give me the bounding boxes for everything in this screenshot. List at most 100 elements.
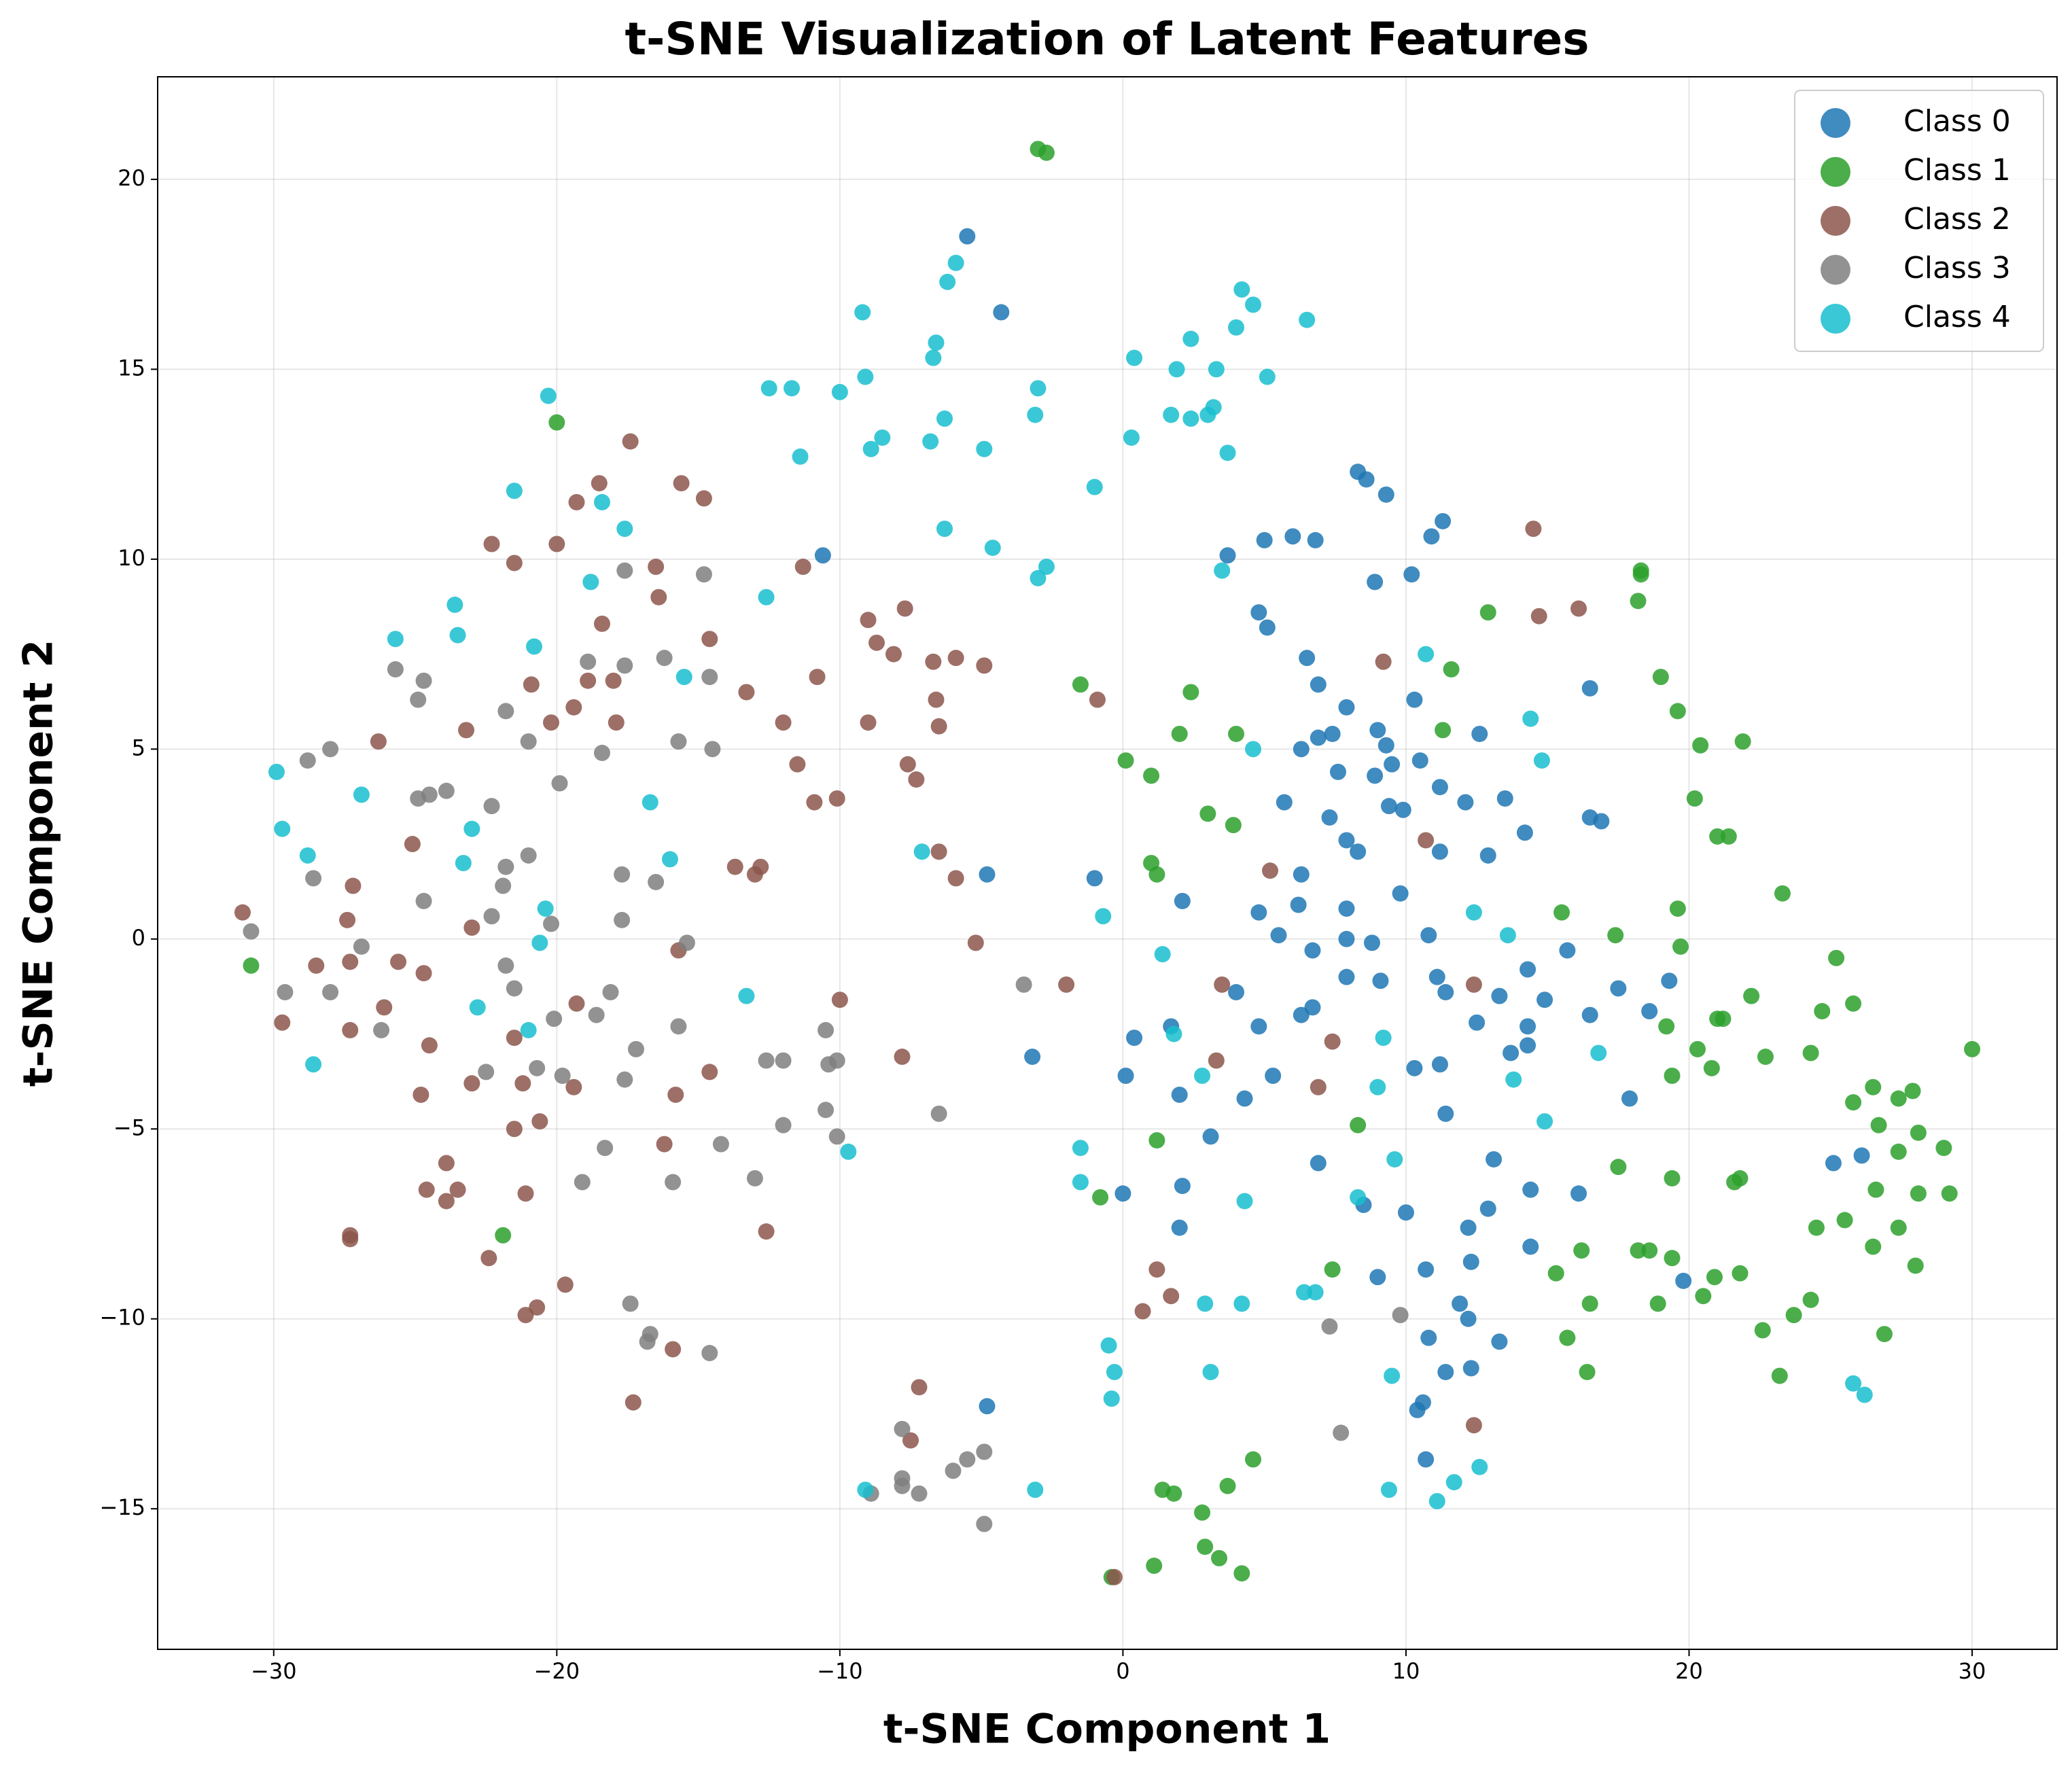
scatter-point — [945, 1462, 962, 1479]
scatter-point — [542, 714, 559, 731]
scatter-point — [1245, 741, 1262, 758]
scatter-point — [1030, 380, 1047, 397]
scatter-point — [1570, 1185, 1587, 1202]
scatter-point — [410, 691, 427, 708]
scatter-point — [1304, 942, 1321, 959]
scatter-point — [1236, 1193, 1253, 1210]
scatter-point — [1853, 1147, 1870, 1164]
scatter-point — [1870, 1117, 1887, 1134]
scatter-point — [1469, 1014, 1486, 1031]
scatter-point — [1845, 1375, 1862, 1392]
scatter-point — [1418, 832, 1435, 849]
scatter-point — [614, 911, 631, 928]
scatter-point — [976, 1443, 993, 1460]
scatter-point — [922, 433, 939, 450]
legend: Class 0 Class 1 Class 2 Class 3 Class 4 — [1794, 90, 2044, 352]
scatter-point — [1641, 1242, 1658, 1259]
scatter-point — [1581, 1295, 1598, 1312]
scatter-point — [1197, 1295, 1214, 1312]
scatter-point — [548, 536, 565, 552]
scatter-point — [1245, 1451, 1262, 1468]
scatter-point — [1465, 904, 1482, 921]
scatter-point — [520, 847, 537, 864]
y-tick-label: −15 — [99, 1494, 145, 1520]
scatter-point — [925, 349, 942, 366]
scatter-point — [809, 669, 826, 686]
scatter-point — [274, 820, 291, 837]
scatter-point — [1233, 1295, 1250, 1312]
scatter-point — [1664, 1250, 1681, 1267]
scatter-point — [1525, 521, 1542, 538]
scatter-point — [760, 380, 777, 397]
scatter-point — [1250, 604, 1267, 621]
scatter-point — [1491, 1333, 1508, 1350]
scatter-point — [608, 714, 625, 731]
scatter-point — [1828, 949, 1845, 966]
scatter-point — [1369, 1078, 1386, 1095]
scatter-point — [1307, 531, 1324, 548]
scatter-point — [523, 676, 540, 693]
scatter-point — [1038, 559, 1055, 576]
scatter-point — [616, 562, 633, 579]
scatter-point — [678, 934, 695, 951]
scatter-point — [517, 1307, 534, 1324]
scatter-point — [1086, 478, 1103, 495]
scatter-point — [1890, 1090, 1907, 1107]
scatter-point — [497, 858, 514, 875]
scatter-point — [1726, 1174, 1743, 1191]
scatter-point — [1503, 1045, 1520, 1061]
scatter-point — [1964, 1040, 1981, 1057]
scatter-point — [1324, 1261, 1341, 1278]
scatter-point — [1270, 927, 1287, 944]
scatter-point — [665, 1341, 682, 1358]
scatter-point — [947, 870, 964, 887]
legend-marker — [1821, 108, 1850, 138]
y-tick-label: 0 — [132, 925, 145, 951]
scatter-point — [758, 589, 775, 605]
scatter-point — [625, 1394, 642, 1411]
scatter-point — [551, 775, 568, 792]
scatter-point — [1256, 531, 1273, 548]
scatter-point — [268, 763, 285, 780]
scatter-point — [1219, 444, 1236, 461]
scatter-point — [495, 877, 512, 894]
scatter-point — [1443, 661, 1460, 678]
scatter-point — [831, 383, 848, 400]
scatter-point — [1771, 1367, 1788, 1384]
scatter-point — [1338, 900, 1355, 917]
scatter-point — [1148, 866, 1165, 883]
scatter-point — [650, 589, 667, 605]
scatter-point — [580, 672, 597, 689]
scatter-point — [1479, 1200, 1496, 1217]
legend-label: Class 2 — [1903, 202, 2011, 236]
scatter-point — [1630, 593, 1647, 610]
x-axis-label: t-SNE Component 1 — [883, 1706, 1331, 1753]
scatter-point — [1171, 725, 1188, 742]
scatter-point — [520, 733, 537, 750]
scatter-point — [299, 847, 316, 864]
scatter-point — [925, 653, 942, 670]
scatter-point — [930, 1105, 947, 1122]
scatter-point — [1406, 691, 1423, 708]
scatter-point — [1533, 752, 1550, 769]
scatter-point — [1802, 1045, 1819, 1061]
scatter-point — [1148, 1132, 1165, 1149]
scatter-point — [1100, 1337, 1117, 1354]
scatter-point — [976, 1515, 993, 1532]
y-tick-label: −5 — [113, 1114, 145, 1140]
scatter-point — [1293, 866, 1310, 883]
scatter-point — [1814, 1002, 1831, 1019]
scatter-point — [1038, 144, 1055, 161]
scatter-point — [1522, 710, 1539, 727]
scatter-point — [1649, 1295, 1666, 1312]
chart-title: t-SNE Visualization of Latent Features — [625, 13, 1589, 65]
scatter-point — [1015, 976, 1032, 993]
scatter-point — [1208, 1052, 1225, 1069]
scatter-point — [1630, 1242, 1647, 1259]
plot-frame — [157, 76, 2058, 1650]
scatter-point — [1197, 1539, 1214, 1556]
scatter-point — [1208, 361, 1225, 378]
scatter-point — [480, 1250, 497, 1267]
scatter-point — [704, 741, 721, 758]
scatter-point — [1836, 1212, 1853, 1229]
